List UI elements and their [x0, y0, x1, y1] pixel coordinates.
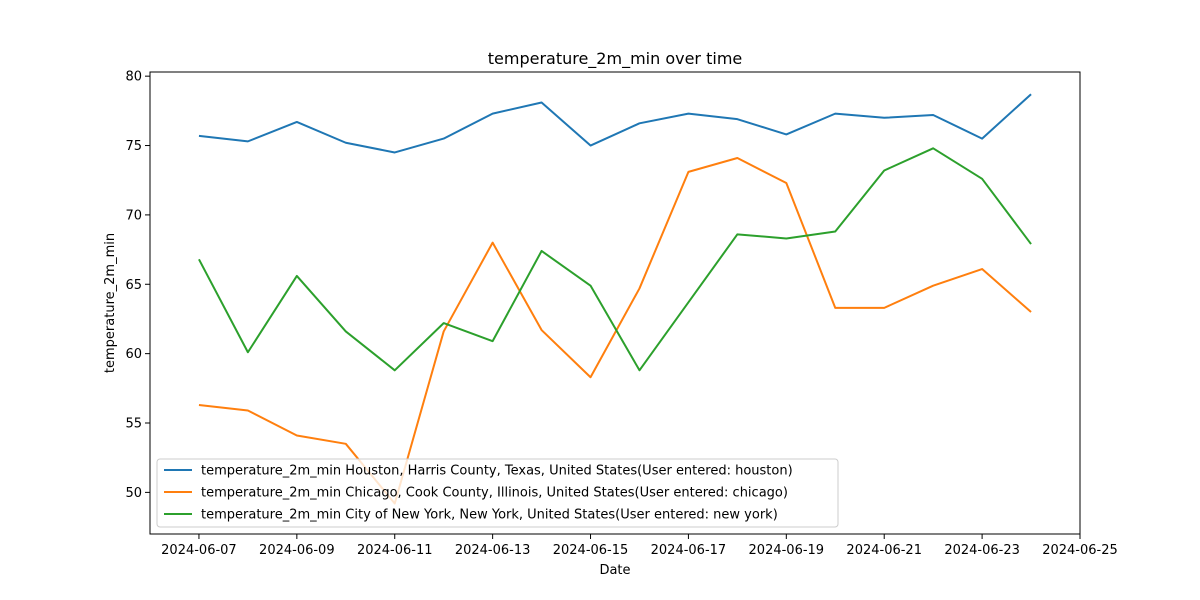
x-tick-label-4: 2024-06-15	[553, 543, 629, 558]
series-layer	[198, 93, 1032, 505]
y-tick-label-2: 60	[125, 347, 142, 362]
legend-label-0: temperature_2m_min Houston, Harris Count…	[201, 464, 793, 479]
y-tick-label-3: 65	[125, 278, 142, 293]
y-tick-label-0: 50	[125, 486, 142, 501]
x-tick-label-3: 2024-06-13	[455, 543, 531, 558]
y-tick-label-1: 55	[125, 417, 142, 432]
x-tick-label-7: 2024-06-21	[846, 543, 922, 558]
x-tick-label-6: 2024-06-19	[749, 543, 825, 558]
x-tick-label-1: 2024-06-09	[259, 543, 335, 558]
legend-label-1: temperature_2m_min Chicago, Cook County,…	[201, 486, 788, 501]
x-tick-label-2: 2024-06-11	[357, 543, 433, 558]
x-tick-label-5: 2024-06-17	[651, 543, 727, 558]
y-tick-label-6: 80	[125, 70, 142, 85]
legend-box	[156, 458, 839, 528]
x-axis: 2024-06-07 2024-06-09 2024-06-11 2024-06-13…	[161, 534, 1118, 558]
y-axis-label: temperature_2m_min	[103, 233, 118, 373]
plot-area	[150, 72, 1080, 534]
x-tick-label-9: 2024-06-25	[1042, 543, 1118, 558]
y-tick-label-4: 70	[125, 208, 142, 223]
series-line-1	[198, 157, 1032, 505]
x-axis-label: Date	[599, 563, 630, 578]
y-axis: 50 55 60 65 70 75 80	[125, 70, 150, 501]
series-line-0	[198, 93, 1032, 154]
x-tick-label-0: 2024-06-07	[161, 543, 237, 558]
series-line-2	[198, 147, 1032, 372]
x-tick-label-8: 2024-06-23	[944, 543, 1020, 558]
plot-frame	[149, 71, 1081, 535]
y-tick-label-5: 75	[125, 139, 142, 154]
chart-title: temperature_2m_min over time	[488, 49, 743, 69]
legend-label-2: temperature_2m_min City of New York, New…	[201, 508, 778, 523]
legend: temperature_2m_min Houston, Harris Count…	[156, 458, 839, 528]
